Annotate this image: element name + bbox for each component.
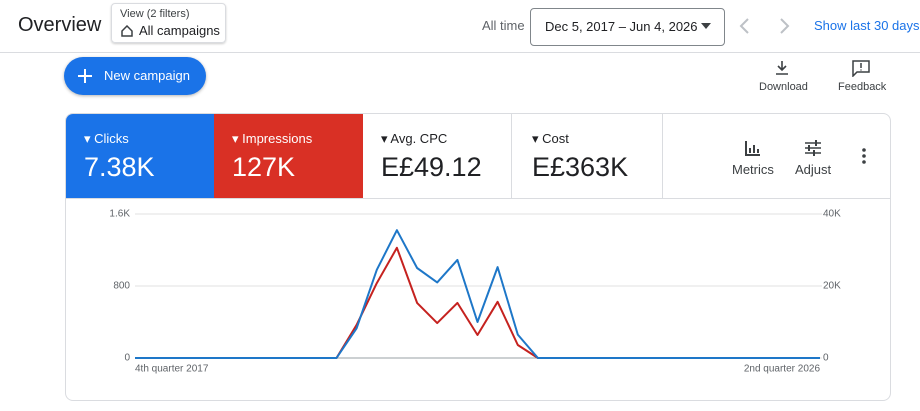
- metric-cost[interactable]: ▾ Cost E£363K: [514, 114, 663, 198]
- metric-clicks[interactable]: ▾ Clicks 7.38K: [66, 114, 215, 198]
- performance-card: ▾ Clicks 7.38K ▾ Impressions 127K ▾ Avg. C…: [65, 113, 891, 401]
- nav-arrows[interactable]: [738, 17, 798, 35]
- metric-impressions[interactable]: ▾ Impressions 127K: [214, 114, 363, 198]
- filter-value: All campaigns: [139, 23, 220, 38]
- metric-name: Impressions: [242, 131, 313, 146]
- metric-value: 7.38K: [84, 152, 155, 182]
- view-filter[interactable]: View (2 filters) All campaigns: [111, 3, 226, 43]
- show-last-link[interactable]: Show last 30 days: [814, 18, 920, 33]
- download-icon[interactable]: [774, 60, 790, 76]
- y2-tick-label: 20K: [823, 281, 841, 292]
- metrics-button[interactable]: Metrics: [732, 162, 774, 177]
- metric-label: ▾ Cost: [532, 131, 569, 146]
- dropdown-icon: [701, 23, 711, 29]
- page-title: Overview: [18, 14, 102, 36]
- date-range: Dec 5, 2017 – Jun 4, 2026: [545, 19, 698, 34]
- range-label: All time: [482, 18, 525, 33]
- date-picker[interactable]: Dec 5, 2017 – Jun 4, 2026: [530, 8, 725, 46]
- y2-tick-label: 0: [823, 353, 829, 364]
- adjust-button[interactable]: Adjust: [795, 162, 832, 177]
- plus-icon: [78, 69, 92, 83]
- y-tick-label: 1.6K: [109, 209, 130, 220]
- metric-value: E£49.12: [381, 152, 482, 182]
- x-tick-label: 4th quarter 2017: [135, 364, 209, 375]
- new-campaign-button[interactable]: New campaign: [64, 57, 206, 95]
- metric-cpc[interactable]: ▾ Avg. CPC E£49.12: [363, 114, 512, 198]
- metric-name: Cost: [542, 131, 569, 146]
- button-label: New campaign: [104, 68, 190, 83]
- download-label[interactable]: Download: [759, 81, 808, 93]
- metric-label: ▾ Avg. CPC: [381, 131, 448, 146]
- y-tick-label: 800: [113, 281, 130, 292]
- more-menu[interactable]: [861, 148, 867, 164]
- metrics-icon[interactable]: [744, 139, 762, 157]
- divider: [66, 198, 890, 199]
- feedback-label[interactable]: Feedback: [838, 81, 887, 93]
- filter-caption: View (2 filters): [120, 8, 190, 20]
- metric-label: ▾ Impressions: [232, 131, 313, 146]
- x-tick-label: 2nd quarter 2026: [744, 364, 821, 375]
- y2-tick-label: 40K: [823, 209, 841, 220]
- metric-name: Avg. CPC: [390, 131, 448, 146]
- metric-name: Clicks: [94, 131, 129, 146]
- series-line: [135, 229, 820, 359]
- y-tick-label: 0: [124, 353, 130, 364]
- feedback-icon[interactable]: [852, 60, 870, 77]
- metric-value: 127K: [232, 152, 296, 182]
- divider: [0, 52, 920, 53]
- series-line: [135, 246, 820, 359]
- metric-label: ▾ Clicks: [84, 131, 129, 146]
- adjust-icon[interactable]: [804, 139, 822, 157]
- metric-value: E£363K: [532, 152, 629, 182]
- icon: [121, 25, 133, 37]
